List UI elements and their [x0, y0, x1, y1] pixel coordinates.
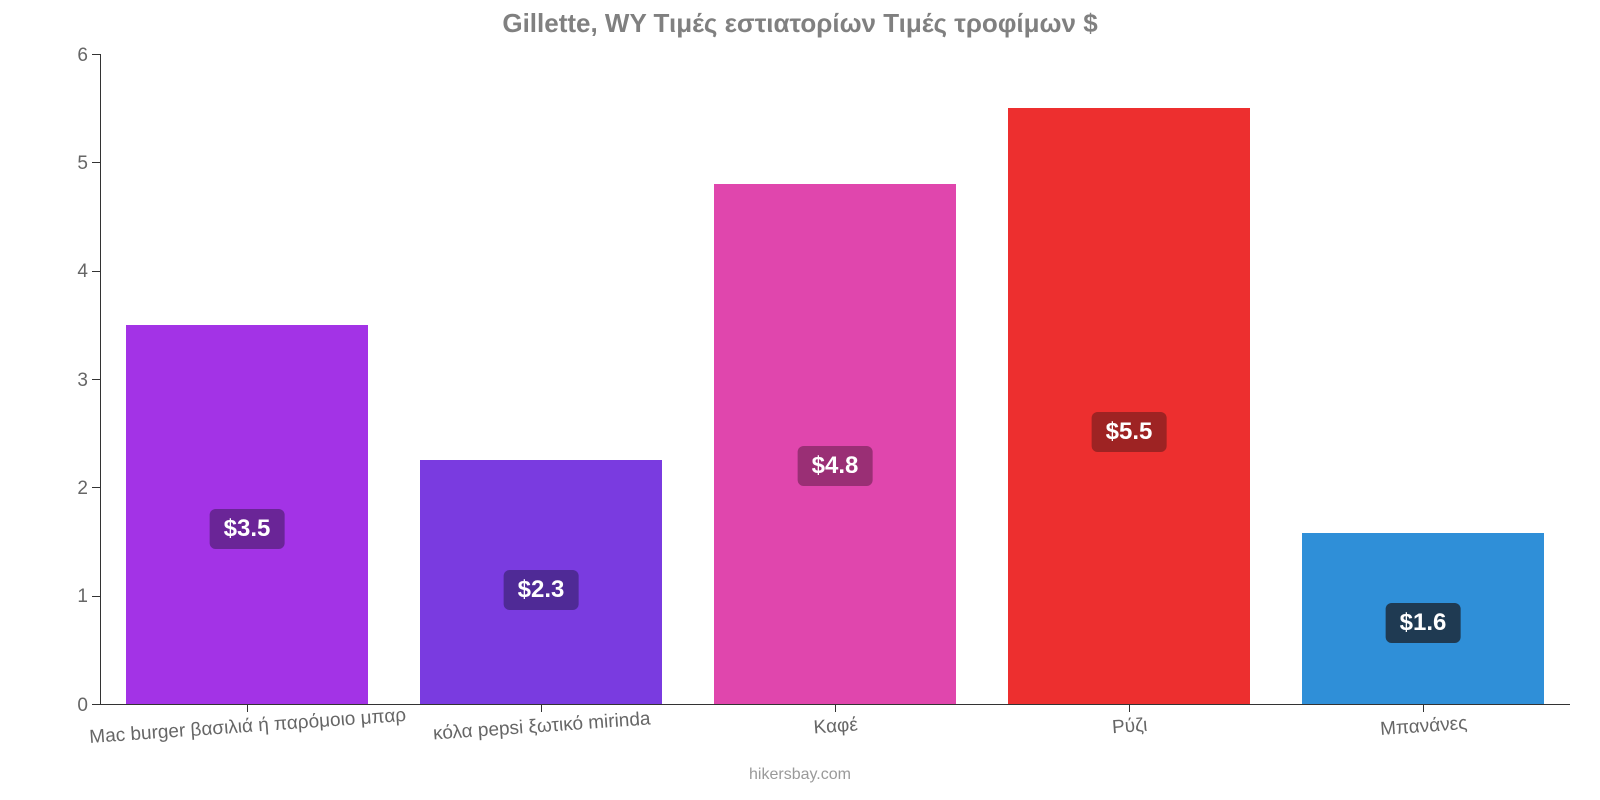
- y-tick-label: 3: [40, 370, 88, 392]
- y-tick-mark: [92, 704, 100, 705]
- x-tick-mark: [835, 704, 836, 712]
- y-tick-label: 0: [40, 695, 88, 717]
- bar: [714, 184, 955, 704]
- x-tick-mark: [247, 704, 248, 712]
- bar: [1008, 108, 1249, 704]
- y-tick-mark: [92, 162, 100, 163]
- y-tick-mark: [92, 379, 100, 380]
- x-tick-label: Μπανάνες: [1379, 713, 1468, 741]
- y-axis-line: [100, 54, 101, 704]
- chart-title: Gillette, WY Τιμές εστιατορίων Τιμές τρο…: [0, 0, 1600, 39]
- y-tick-mark: [92, 596, 100, 597]
- bar-value-label: $3.5: [210, 509, 285, 549]
- x-axis-line: [92, 704, 1570, 705]
- y-tick-mark: [92, 271, 100, 272]
- y-tick-label: 1: [40, 586, 88, 608]
- bar-value-label: $2.3: [504, 570, 579, 610]
- bar-value-label: $5.5: [1092, 412, 1167, 452]
- x-tick-label: Ρύζι: [1111, 715, 1148, 739]
- y-tick-label: 6: [40, 45, 88, 67]
- y-tick-label: 2: [40, 478, 88, 500]
- y-tick-label: 5: [40, 153, 88, 175]
- x-tick-mark: [1129, 704, 1130, 712]
- y-tick-mark: [92, 54, 100, 55]
- bar-value-label: $1.6: [1386, 603, 1461, 643]
- plot-area: 0123456$3.5Mac burger βασιλιά ή παρόμοιο…: [100, 54, 1570, 704]
- x-tick-mark: [1423, 704, 1424, 712]
- attribution-text: hikersbay.com: [0, 766, 1600, 784]
- x-tick-label: κόλα pepsi ξωτικό mirinda: [432, 708, 651, 745]
- y-tick-label: 4: [40, 261, 88, 283]
- price-bar-chart: Gillette, WY Τιμές εστιατορίων Τιμές τρο…: [0, 0, 1600, 800]
- bar-value-label: $4.8: [798, 446, 873, 486]
- x-tick-mark: [541, 704, 542, 712]
- x-tick-label: Καφέ: [813, 714, 859, 739]
- y-tick-mark: [92, 487, 100, 488]
